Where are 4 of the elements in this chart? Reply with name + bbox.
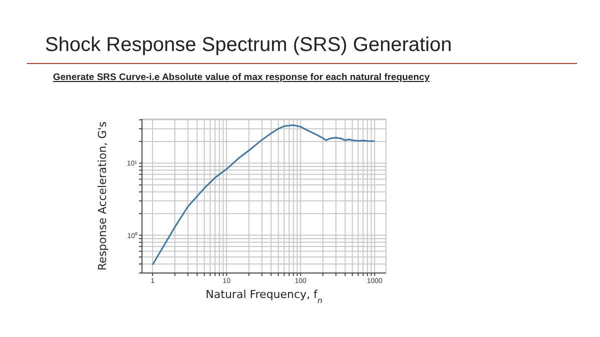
x-axis-title: Natural Frequency, f$_{n}$	[206, 288, 322, 304]
y-axis-title: Response Acceleration, G's	[96, 121, 109, 270]
chart-title: Shock Response Spectrum (SRS) Generation	[45, 34, 452, 57]
chart-subtitle: Generate SRS Curve-i.e Absolute value of max response for each natural frequency	[53, 72, 430, 83]
